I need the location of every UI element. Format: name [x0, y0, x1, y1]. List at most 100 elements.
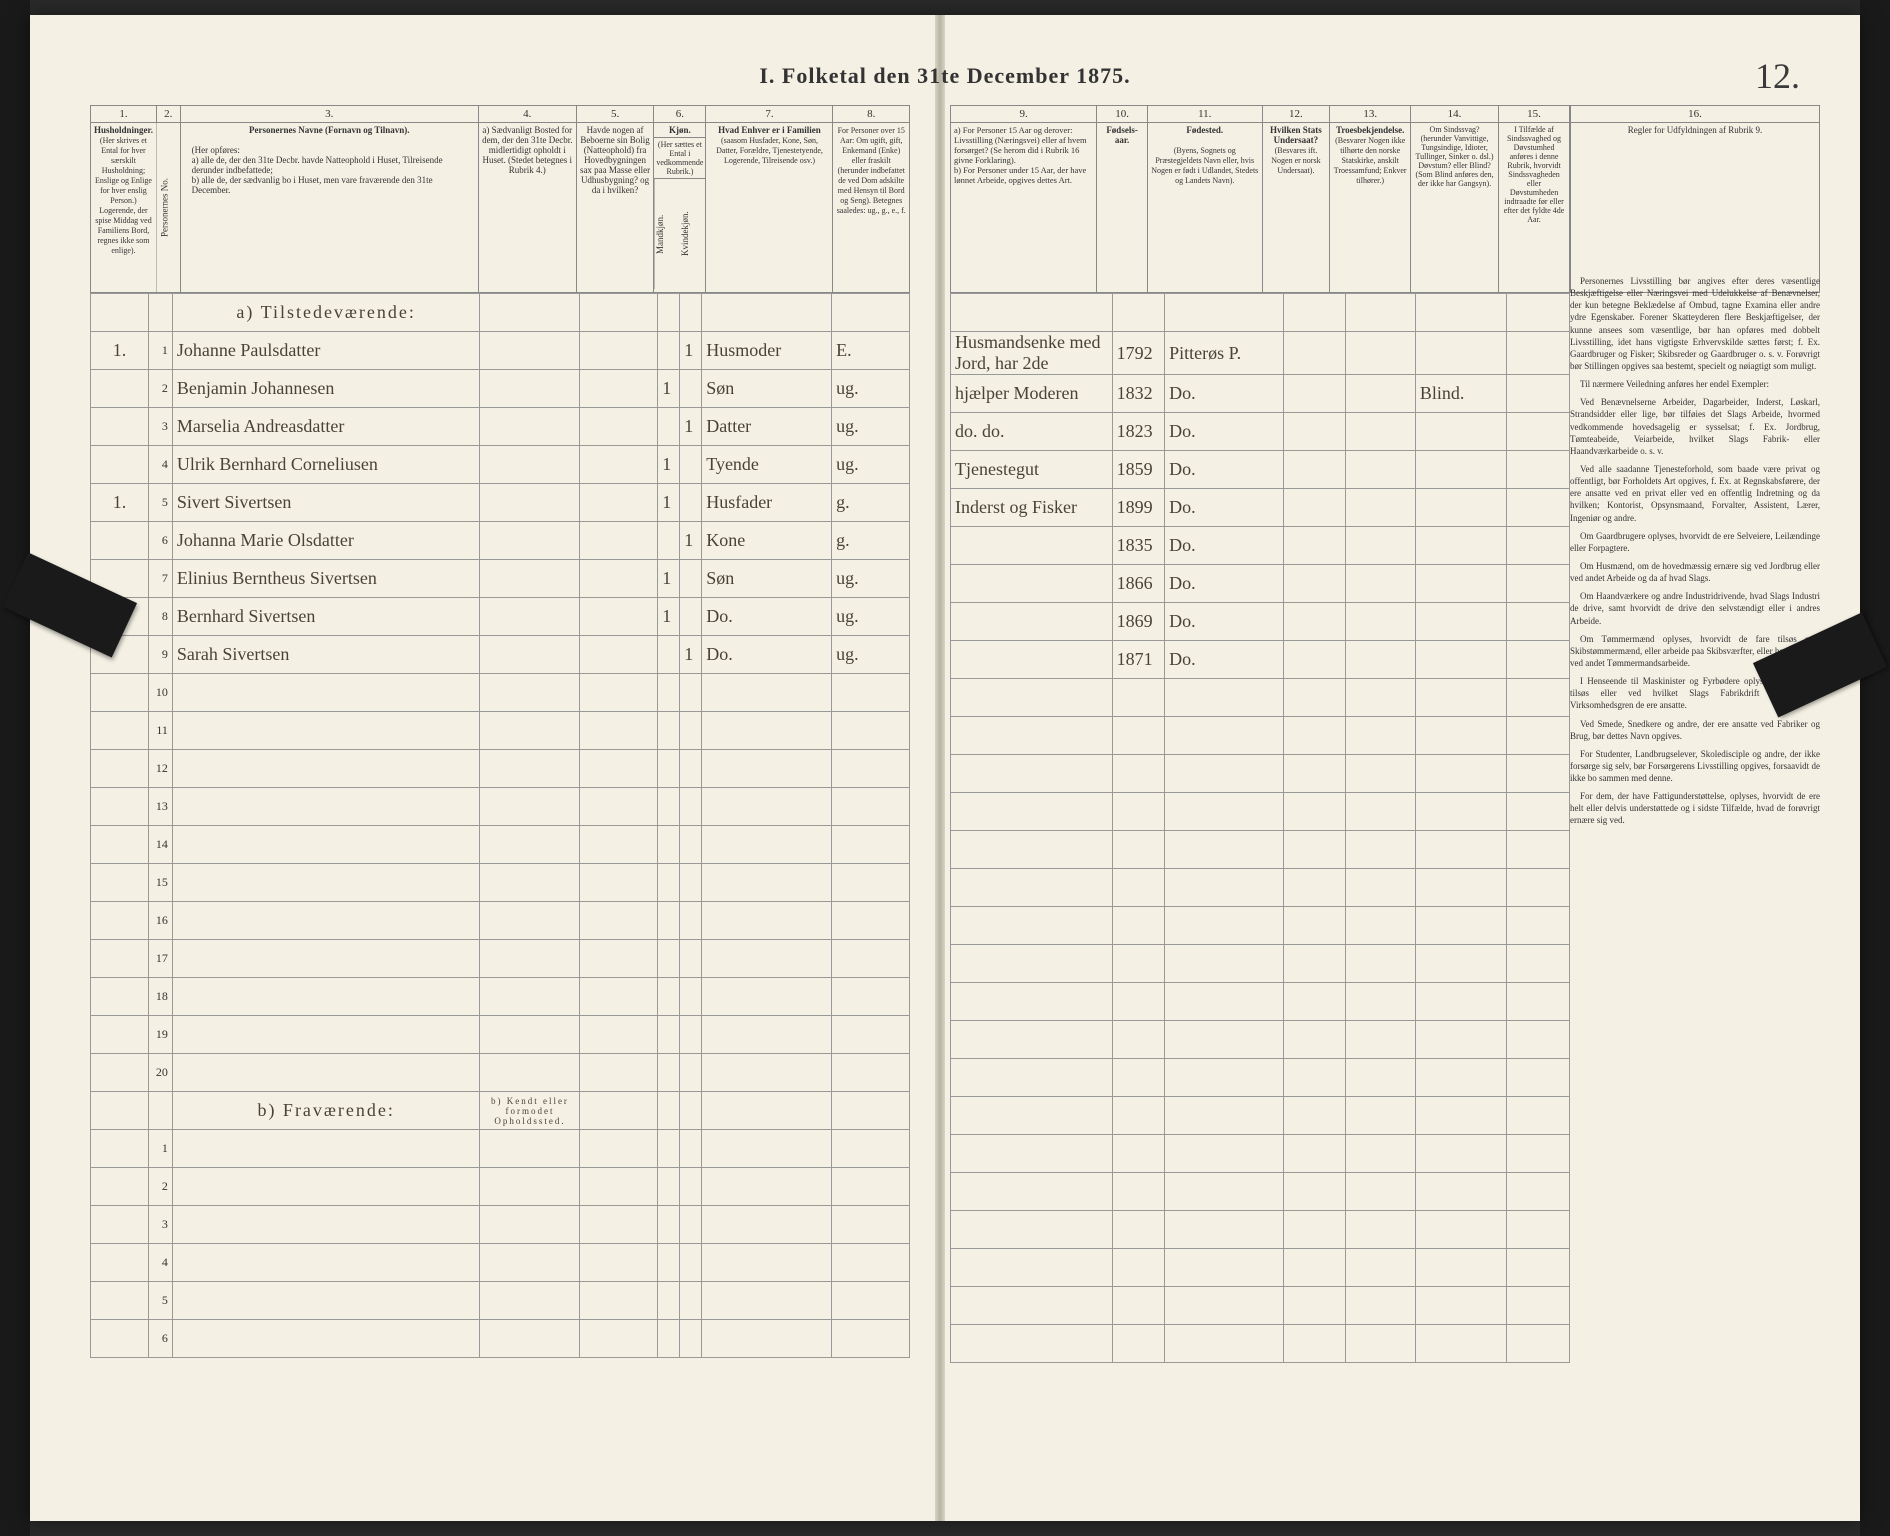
cell-name: Sarah Sivertsen: [172, 636, 480, 674]
table-row-empty: 2: [91, 1168, 910, 1206]
header-col16: 16. Regler for Udfyldningen af Rubrik 9.: [1570, 105, 1820, 293]
cell-year: 1869: [1112, 603, 1165, 641]
cell-c5: [580, 522, 658, 560]
cell-c13: [1345, 603, 1415, 641]
cell-c12: [1284, 603, 1346, 641]
cell-c13: [1345, 527, 1415, 565]
cell-year: 1832: [1112, 375, 1165, 413]
cell-c5: [580, 484, 658, 522]
instruction-paragraph: Om Husmænd, om de hovedmæssig ernære sig…: [1570, 560, 1820, 584]
cell-occupation: Tjenestegut: [951, 451, 1113, 489]
cell-year: 1859: [1112, 451, 1165, 489]
cell-name: Johanna Marie Olsdatter: [172, 522, 480, 560]
cell-c13: [1345, 489, 1415, 527]
header-left: 1.2.3. 4.5.6. 7.8. Husholdninger.(Her sk…: [90, 105, 910, 293]
table-row-empty: 11: [91, 712, 910, 750]
cell-c14: [1415, 332, 1506, 375]
cell-c13: [1345, 641, 1415, 679]
instruction-paragraph: Til nærmere Veiledning anføres her endel…: [1570, 378, 1820, 390]
instruction-paragraph: Ved alle saadanne Tjenesteforhold, som b…: [1570, 463, 1820, 524]
cell-occupation: [951, 641, 1113, 679]
table-row-empty: [951, 793, 1570, 831]
cell-rownum: 8: [148, 598, 172, 636]
cell-c4: [480, 598, 580, 636]
table-row: Tjenestegut1859Do.: [951, 451, 1570, 489]
cell-female: [680, 446, 702, 484]
cell-male: [658, 522, 680, 560]
cell-family: Husmoder: [702, 332, 832, 370]
table-row: 3Marselia Andreasdatter1Datterug.: [91, 408, 910, 446]
table-row: do. do.1823Do.: [951, 413, 1570, 451]
cell-name: Ulrik Bernhard Corneliusen: [172, 446, 480, 484]
page-title: I. Folketal den 31te December 1875.: [30, 63, 1860, 89]
cell-c13: [1345, 413, 1415, 451]
table-row-empty: [951, 755, 1570, 793]
table-row-empty: 14: [91, 826, 910, 864]
table-row: 7Elinius Berntheus Sivertsen1Sønug.: [91, 560, 910, 598]
cell-c4: [480, 636, 580, 674]
cell-name: Benjamin Johannesen: [172, 370, 480, 408]
cell-c14: Blind.: [1415, 375, 1506, 413]
cell-c4: [480, 446, 580, 484]
cell-place: Do.: [1165, 375, 1284, 413]
table-row-empty: [951, 983, 1570, 1021]
book-spine: [935, 15, 945, 1521]
cell-c4: [480, 408, 580, 446]
cell-female: 1: [680, 408, 702, 446]
col7-header: Hvad Enhver er i Familien(saasom Husfade…: [706, 123, 833, 293]
table-row-empty: [951, 869, 1570, 907]
table-row-empty: [951, 945, 1570, 983]
col2-header: Personernes No.: [156, 123, 180, 293]
cell-place: Do.: [1165, 413, 1284, 451]
cell-family: Kone: [702, 522, 832, 560]
table-row-empty: [951, 1059, 1570, 1097]
table-row-empty: 6: [91, 1320, 910, 1358]
instruction-paragraph: Personernes Livsstilling bør angives eft…: [1570, 275, 1820, 372]
table-row-empty: [951, 717, 1570, 755]
cell-place: Do.: [1165, 603, 1284, 641]
col10-header: Fødsels-aar.: [1097, 123, 1148, 293]
cell-occupation: Inderst og Fisker: [951, 489, 1113, 527]
cell-hh: 1.: [91, 332, 149, 370]
table-row: 1871Do.: [951, 641, 1570, 679]
instruction-paragraph: For Studenter, Landbrugselever, Skoledis…: [1570, 748, 1820, 784]
cell-c14: [1415, 451, 1506, 489]
cell-c15: [1506, 565, 1569, 603]
cell-year: 1792: [1112, 332, 1165, 375]
cell-hh: [91, 522, 149, 560]
cell-c12: [1284, 489, 1346, 527]
col5-header: Havde nogen af Beboerne sin Bolig (Natte…: [576, 123, 654, 293]
cell-c13: [1345, 332, 1415, 375]
cell-status: ug.: [832, 446, 910, 484]
cell-hh: [91, 370, 149, 408]
cell-c4: [480, 370, 580, 408]
cell-status: ug.: [832, 598, 910, 636]
cell-c14: [1415, 489, 1506, 527]
cell-status: ug.: [832, 560, 910, 598]
cell-family: Husfader: [702, 484, 832, 522]
table-row-empty: 3: [91, 1206, 910, 1244]
cell-rownum: 5: [148, 484, 172, 522]
cell-c12: [1284, 641, 1346, 679]
cell-c15: [1506, 527, 1569, 565]
cell-place: Do.: [1165, 489, 1284, 527]
section-b-label: b) Fraværende:: [172, 1092, 480, 1130]
cell-name: Elinius Berntheus Sivertsen: [172, 560, 480, 598]
table-row-empty: 20: [91, 1054, 910, 1092]
cell-status: ug.: [832, 636, 910, 674]
cell-family: Søn: [702, 370, 832, 408]
cell-c12: [1284, 375, 1346, 413]
cell-name: Johanne Paulsdatter: [172, 332, 480, 370]
cell-family: Datter: [702, 408, 832, 446]
ledger-book: I. Folketal den 31te December 1875. 12. …: [30, 15, 1860, 1521]
cell-c5: [580, 636, 658, 674]
table-row-empty: 12: [91, 750, 910, 788]
table-row-empty: 18: [91, 978, 910, 1016]
table-row: hjælper Moderen1832Do.Blind.: [951, 375, 1570, 413]
table-row: 4Ulrik Bernhard Corneliusen1Tyendeug.: [91, 446, 910, 484]
cell-male: 1: [658, 370, 680, 408]
col6-header: Kjøn. (Her sættes et Ental i vedkommende…: [654, 123, 706, 293]
table-row-empty: [951, 1211, 1570, 1249]
cell-c5: [580, 332, 658, 370]
cell-status: ug.: [832, 408, 910, 446]
